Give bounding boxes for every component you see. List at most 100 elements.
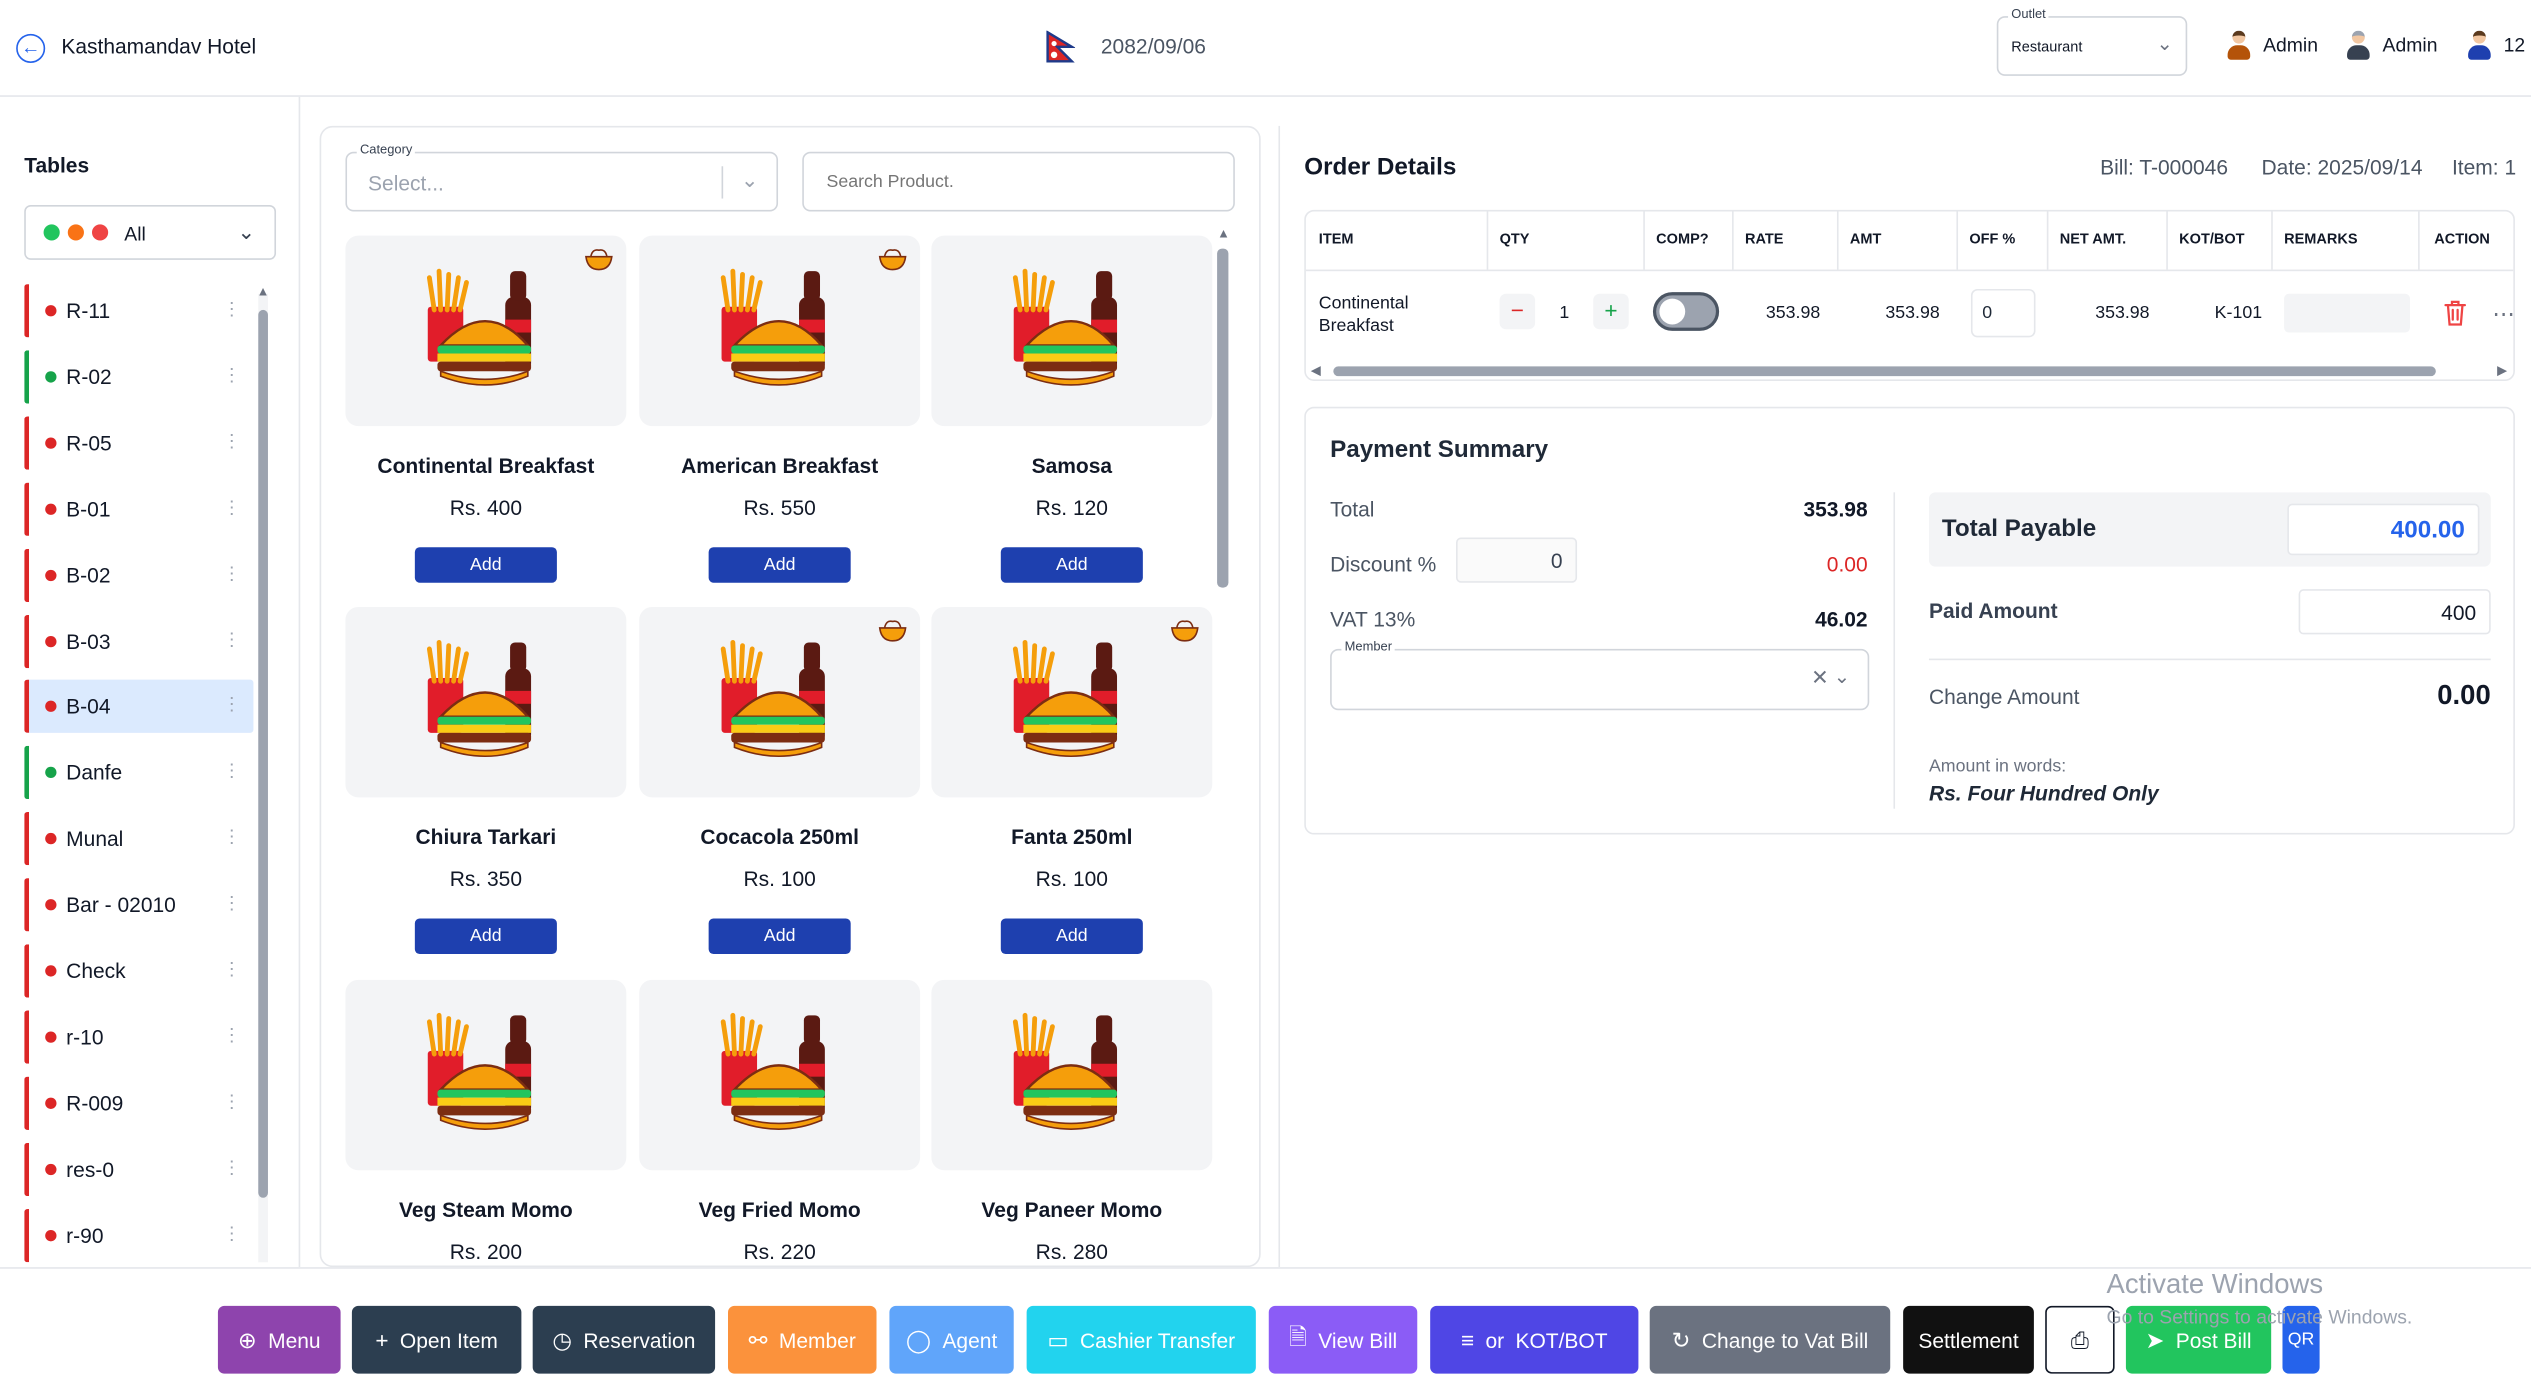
drag-handle-icon[interactable]: ⋮ (222, 564, 241, 584)
drag-handle-icon[interactable]: ⋮ (222, 1026, 241, 1046)
open-item-button[interactable]: + Open Item (351, 1305, 522, 1374)
table-item[interactable]: R-02 ⋮ (24, 350, 253, 404)
drag-handle-icon[interactable]: ⋮ (222, 960, 241, 980)
product-image[interactable] (931, 235, 1213, 427)
product-card[interactable]: Continental Breakfast Rs. 400 Add (345, 235, 627, 599)
table-item[interactable]: r-90 ⋮ (24, 1208, 253, 1262)
drag-handle-icon[interactable]: ⋮ (222, 498, 241, 518)
cashier-transfer-button[interactable]: ▭ Cashier Transfer (1026, 1305, 1256, 1374)
drag-handle-icon[interactable]: ⋮ (222, 1158, 241, 1178)
table-item[interactable]: Munal ⋮ (24, 812, 253, 866)
drag-handle-icon[interactable]: ⋮ (222, 894, 241, 914)
member-button[interactable]: ⚯ Member (728, 1305, 877, 1374)
add-to-order-button[interactable]: Add (1000, 918, 1143, 954)
drag-handle-icon[interactable]: ⋮ (222, 1224, 241, 1244)
user-menu-1[interactable]: Admin (2224, 29, 2318, 61)
complimentary-toggle[interactable] (1652, 292, 1720, 331)
scroll-left-icon[interactable]: ◀ (1310, 363, 1321, 378)
member-select[interactable]: Member ✕ ⌄ (1330, 639, 1870, 711)
settlement-button[interactable]: Settlement (1903, 1305, 2034, 1374)
add-to-order-button[interactable]: Add (708, 918, 851, 954)
table-item[interactable]: res-0 ⋮ (24, 1142, 253, 1196)
product-card[interactable]: Cocacola 250ml Rs. 100 Add (639, 606, 921, 970)
drag-handle-icon[interactable]: ⋮ (222, 828, 241, 848)
products-scrollbar[interactable]: ▲ (1217, 226, 1230, 1265)
drag-handle-icon[interactable]: ⋮ (222, 630, 241, 650)
clear-icon[interactable]: ✕ (1811, 665, 1829, 690)
menu-button[interactable]: ⊕ Menu (217, 1305, 341, 1374)
drag-handle-icon[interactable]: ⋮ (222, 300, 241, 320)
search-product-input[interactable] (802, 151, 1235, 212)
scroll-right-icon[interactable]: ▶ (2497, 363, 2508, 378)
scroll-thumb[interactable] (258, 309, 268, 1198)
product-image[interactable] (931, 606, 1213, 798)
change-to-vat-bill-button[interactable]: ↻ Change to Vat Bill (1649, 1305, 1891, 1374)
add-to-order-button[interactable]: Add (708, 547, 851, 583)
table-item[interactable]: R-11 ⋮ (24, 284, 253, 338)
printer-button[interactable]: ⎙ (2045, 1305, 2115, 1374)
order-table-hscrollbar[interactable]: ◀ ▶ (1306, 363, 2513, 379)
table-item[interactable]: B-01 ⋮ (24, 482, 253, 536)
product-card[interactable]: Samosa Rs. 120 Add (931, 235, 1213, 599)
table-item[interactable]: Danfe ⋮ (24, 746, 253, 800)
drag-handle-icon[interactable]: ⋮ (222, 1092, 241, 1112)
add-to-order-button[interactable]: Add (1000, 547, 1143, 583)
table-filter-select[interactable]: All ⌄ (24, 205, 277, 260)
table-item[interactable]: r-10 ⋮ (24, 1010, 253, 1064)
product-image[interactable] (639, 979, 921, 1171)
user-menu-2[interactable]: Admin (2344, 29, 2437, 61)
product-image[interactable] (931, 979, 1213, 1171)
post-bill-button[interactable]: ➤ Post Bill (2125, 1305, 2272, 1374)
add-to-order-button[interactable]: Add (414, 547, 557, 583)
paid-amount-input[interactable]: 400 (2298, 589, 2491, 635)
scroll-thumb[interactable] (1217, 248, 1229, 588)
table-item[interactable]: Bar - 02010 ⋮ (24, 878, 253, 932)
drag-handle-icon[interactable]: ⋮ (222, 366, 241, 386)
agent-button[interactable]: ◯ Agent (889, 1305, 1014, 1374)
document-icon: 🗎 (1288, 1323, 1307, 1350)
product-image[interactable] (345, 979, 627, 1171)
outlet-select[interactable]: Outlet Restaurant ⌄ (1996, 6, 2188, 76)
scroll-up-icon[interactable]: ▲ (256, 284, 270, 299)
drag-handle-icon[interactable]: ⋮ (222, 696, 241, 716)
qty-decrease-button[interactable]: − (1499, 293, 1536, 330)
product-card[interactable]: Fanta 250ml Rs. 100 Add (931, 606, 1213, 970)
status-dot (45, 569, 57, 581)
add-to-order-button[interactable]: Add (414, 918, 557, 954)
trash-icon[interactable] (2442, 299, 2468, 328)
product-card[interactable]: American Breakfast Rs. 550 Add (639, 235, 921, 599)
discount-input[interactable]: 0 (1456, 537, 1578, 583)
table-item[interactable]: B-03 ⋮ (24, 614, 253, 668)
table-item[interactable]: Check ⋮ (24, 944, 253, 998)
scroll-up-icon[interactable]: ▲ (1217, 225, 1230, 241)
product-image[interactable] (345, 235, 627, 427)
off-percent-input[interactable]: 0 (1970, 288, 2036, 338)
tables-title: Tables (24, 153, 90, 178)
more-actions-icon[interactable]: ⋯ (2492, 300, 2515, 327)
total-payable-value[interactable]: 400.00 (2287, 503, 2480, 556)
user-menu-3[interactable]: 12 (2465, 29, 2525, 61)
reservation-button[interactable]: ◷ Reservation (532, 1305, 716, 1374)
remarks-input[interactable] (2284, 293, 2411, 333)
scroll-thumb[interactable] (1333, 366, 2436, 377)
table-item[interactable]: R-009 ⋮ (24, 1076, 253, 1130)
kot-bot-button[interactable]: ≡ or KOT/BOT (1430, 1305, 1639, 1374)
view-bill-button[interactable]: 🗎 View Bill (1268, 1305, 1418, 1374)
product-image[interactable] (639, 235, 921, 427)
table-item[interactable]: R-05 ⋮ (24, 416, 253, 470)
qr-button[interactable]: QR (2282, 1305, 2320, 1374)
qty-increase-button[interactable]: + (1593, 293, 1629, 330)
table-item[interactable]: B-02 ⋮ (24, 548, 253, 602)
tables-scrollbar[interactable]: ▲ (257, 284, 269, 1263)
category-select[interactable]: Category Select... ⌄ (345, 142, 779, 212)
product-image[interactable] (345, 606, 627, 798)
product-image[interactable] (639, 606, 921, 798)
drag-handle-icon[interactable]: ⋮ (222, 432, 241, 452)
product-card[interactable]: Chiura Tarkari Rs. 350 Add (345, 606, 627, 970)
back-arrow-icon[interactable]: ← (16, 33, 46, 63)
table-item[interactable]: B-04 ⋮ (24, 680, 254, 734)
drag-handle-icon[interactable]: ⋮ (222, 762, 241, 782)
